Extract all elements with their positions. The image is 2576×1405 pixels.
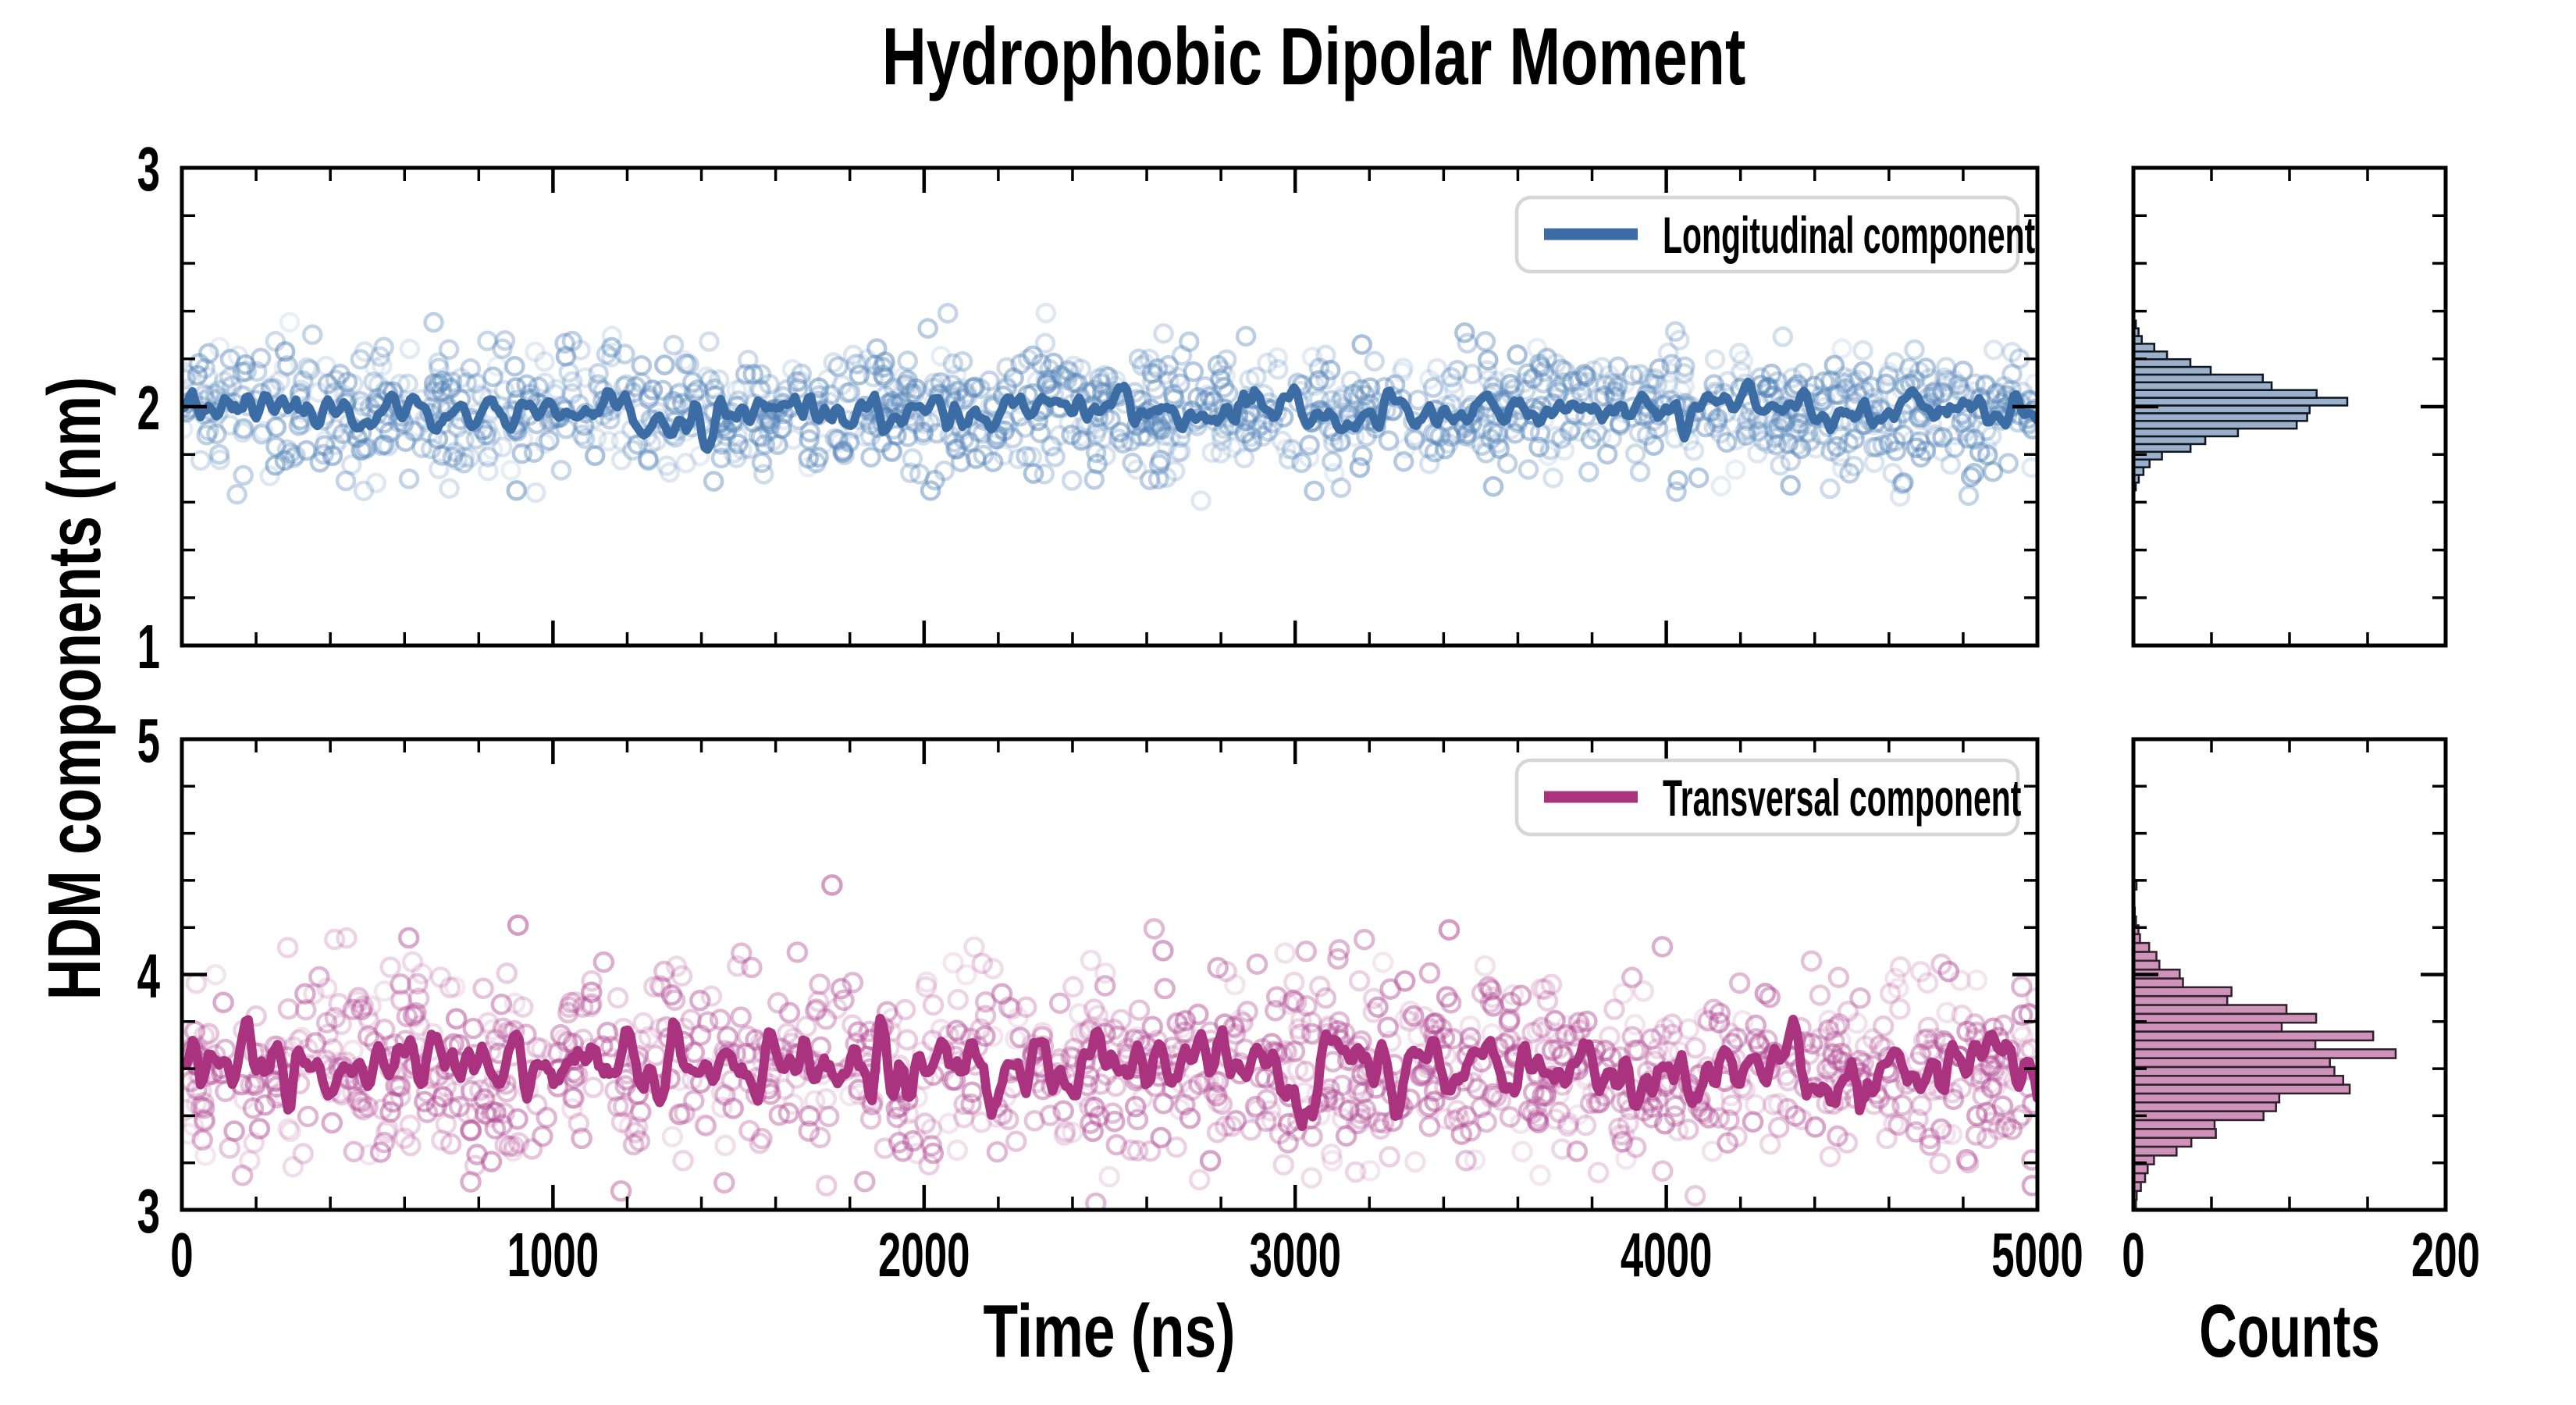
figure-title: Hydrophobic Dipolar Moment — [882, 12, 1746, 102]
legend-frame — [1514, 758, 2020, 837]
axis-ticks — [2131, 737, 2448, 1212]
legend-longitudinal: Longitudinal component — [1514, 195, 2035, 274]
tick-label: 5 — [137, 706, 160, 775]
tick-label: 3 — [137, 134, 160, 204]
top-histogram-panel — [2131, 165, 2448, 648]
legend-frame — [1514, 195, 2020, 274]
tick-label: 2000 — [878, 1220, 970, 1289]
tick-label: 4 — [137, 941, 161, 1011]
tick-label: 0 — [170, 1220, 193, 1289]
mean-line — [182, 1013, 2037, 1131]
tick-labels: 1 2 3 — [137, 134, 160, 681]
axis-ticks — [2131, 165, 2448, 648]
bottom-histogram-panel: 0 200 — [2122, 737, 2480, 1289]
mean-line — [182, 377, 2037, 454]
x-axis-label: Time (ns) — [984, 1289, 1236, 1373]
tick-labels: 3 4 5 0 1000 2000 3000 4000 5000 — [137, 706, 2083, 1289]
tick-label: 1 — [137, 612, 160, 681]
tick-label: 200 — [2411, 1220, 2480, 1289]
axis-ticks — [180, 737, 2040, 1212]
tick-label: 1000 — [507, 1220, 600, 1289]
tick-label: 3000 — [1249, 1220, 1341, 1289]
legend-transversal: Transversal component — [1514, 758, 2021, 837]
tick-label: 5000 — [1991, 1220, 2083, 1289]
counts-axis-label: Counts — [2199, 1289, 2379, 1373]
tick-labels: 0 200 — [2122, 1220, 2480, 1289]
legend-label: Transversal component — [1663, 769, 2021, 827]
y-axis-label: HDM components (nm) — [33, 377, 116, 1001]
legend-label: Longitudinal component — [1663, 206, 2035, 264]
tick-label: 2 — [137, 373, 160, 443]
tick-label: 4000 — [1621, 1220, 1713, 1289]
tick-label: 3 — [137, 1176, 160, 1246]
bottom-timeseries-panel: 3 4 5 0 1000 2000 3000 4000 5000 — [137, 706, 2083, 1289]
tick-label: 0 — [2122, 1220, 2144, 1289]
axis-ticks — [180, 165, 2040, 648]
